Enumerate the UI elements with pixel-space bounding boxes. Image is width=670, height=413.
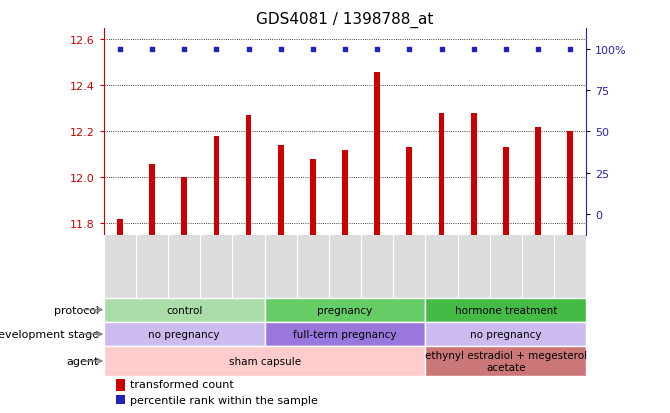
Point: [500, 46, 511, 53]
Point: [115, 46, 125, 53]
Bar: [214, 137, 219, 235]
Bar: [375, 72, 380, 235]
Bar: [116, 395, 125, 404]
Bar: [503, 148, 509, 235]
Point: [275, 46, 286, 53]
Bar: [535, 128, 541, 235]
Bar: [567, 132, 573, 235]
Bar: [425, 347, 586, 376]
Text: development stage: development stage: [0, 329, 99, 339]
Point: [404, 46, 415, 53]
Point: [565, 46, 576, 53]
Bar: [182, 178, 187, 235]
Text: pregnancy: pregnancy: [318, 305, 373, 315]
Text: sham capsule: sham capsule: [228, 356, 301, 366]
Bar: [407, 148, 412, 235]
Bar: [246, 116, 251, 235]
Text: agent: agent: [66, 356, 99, 366]
Bar: [439, 114, 444, 235]
Point: [179, 46, 190, 53]
Bar: [342, 150, 348, 235]
Point: [468, 46, 479, 53]
Bar: [425, 322, 586, 347]
Title: GDS4081 / 1398788_at: GDS4081 / 1398788_at: [257, 12, 433, 28]
Bar: [278, 146, 283, 235]
Point: [340, 46, 350, 53]
Bar: [310, 159, 316, 235]
Point: [533, 46, 543, 53]
Point: [243, 46, 254, 53]
Bar: [116, 379, 125, 391]
Text: transformed count: transformed count: [131, 380, 234, 389]
Text: ethynyl estradiol + megesterol
acetate: ethynyl estradiol + megesterol acetate: [425, 350, 587, 372]
Bar: [149, 164, 155, 235]
Text: hormone treatment: hormone treatment: [455, 305, 557, 315]
Point: [436, 46, 447, 53]
Bar: [265, 322, 425, 347]
Bar: [104, 347, 425, 376]
Text: control: control: [166, 305, 202, 315]
Text: no pregnancy: no pregnancy: [470, 329, 541, 339]
Text: no pregnancy: no pregnancy: [149, 329, 220, 339]
Bar: [104, 322, 265, 347]
Bar: [265, 298, 425, 322]
Bar: [117, 219, 123, 235]
Bar: [104, 298, 265, 322]
Text: protocol: protocol: [54, 305, 99, 315]
Point: [308, 46, 318, 53]
Point: [147, 46, 157, 53]
Bar: [471, 114, 476, 235]
Point: [211, 46, 222, 53]
Point: [372, 46, 383, 53]
Bar: [425, 298, 586, 322]
Text: percentile rank within the sample: percentile rank within the sample: [131, 395, 318, 405]
Text: full-term pregnancy: full-term pregnancy: [293, 329, 397, 339]
